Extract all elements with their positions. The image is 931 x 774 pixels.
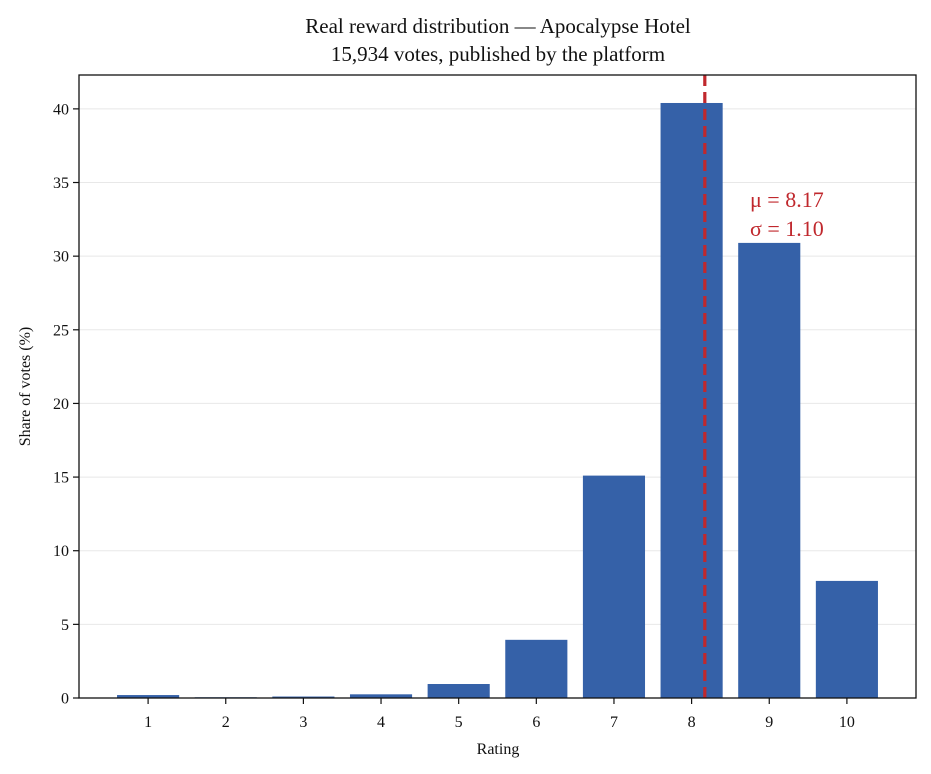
bar [427, 684, 490, 698]
x-tick-label: 9 [765, 714, 773, 731]
std-annotation: σ = 1.10 [750, 216, 824, 241]
bar [738, 242, 801, 699]
bars [117, 102, 878, 699]
y-tick-label: 5 [61, 617, 69, 634]
bar [582, 475, 646, 698]
x-tick-label: 3 [299, 714, 307, 731]
chart-subtitle: 15,934 votes, published by the platform [331, 42, 665, 66]
y-tick-label: 20 [53, 396, 69, 413]
x-tick-label: 2 [222, 714, 230, 731]
bar [815, 580, 878, 698]
y-tick-label: 25 [53, 322, 69, 339]
x-tick-label: 5 [455, 714, 463, 731]
plot-frame [78, 74, 917, 699]
mean-annotation: μ = 8.17 [750, 187, 824, 212]
x-tick-label: 1 [144, 714, 152, 731]
y-tick-label: 30 [53, 249, 69, 266]
y-axis-ticks: 0 5 10 15 20 25 30 35 40 [53, 101, 79, 708]
x-tick-label: 6 [532, 714, 540, 731]
y-axis-label: Share of votes (%) [17, 327, 34, 447]
y-tick-label: 15 [53, 470, 69, 487]
x-axis-ticks: 1 2 3 4 5 6 7 8 9 10 [144, 698, 855, 731]
x-tick-label: 4 [377, 714, 385, 731]
x-tick-label: 7 [610, 714, 618, 731]
bar [349, 694, 413, 698]
x-tick-label: 8 [688, 714, 696, 731]
y-tick-label: 40 [53, 101, 69, 118]
x-axis-label: Rating [477, 741, 520, 758]
gridlines [79, 108, 916, 625]
bar [660, 102, 723, 698]
y-tick-label: 10 [53, 543, 69, 560]
y-tick-label: 35 [53, 175, 69, 192]
stats-annotation: μ = 8.17 σ = 1.10 [750, 187, 824, 241]
chart-title: Real reward distribution — Apocalypse Ho… [305, 14, 691, 38]
bar [272, 696, 335, 698]
bar [505, 639, 568, 698]
bar [117, 695, 180, 698]
y-tick-label: 0 [61, 691, 69, 708]
x-tick-label: 10 [839, 714, 855, 731]
